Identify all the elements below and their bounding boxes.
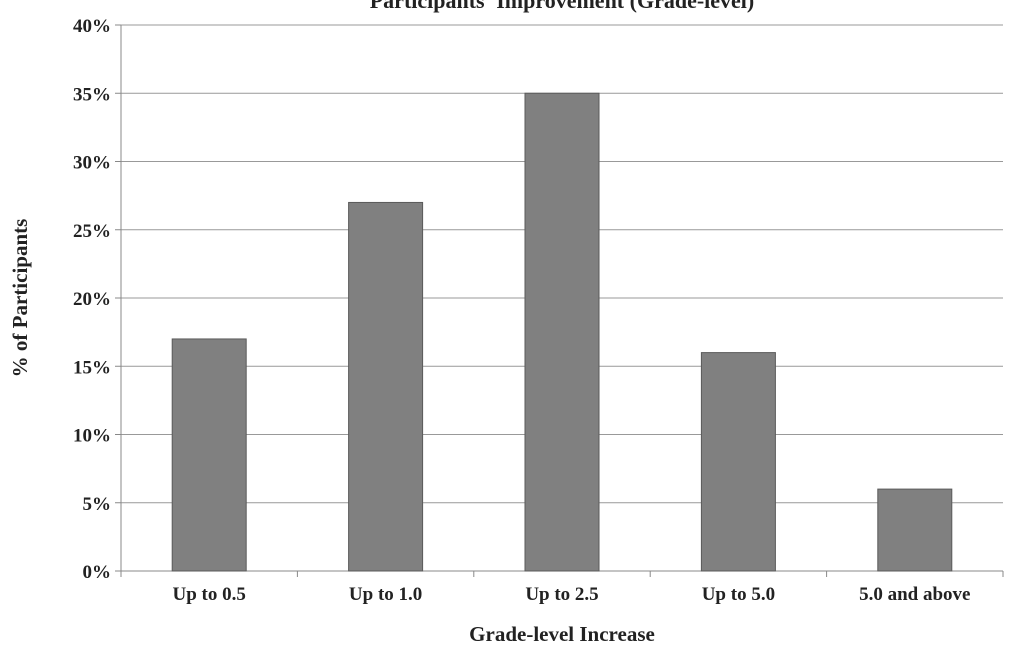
x-ticks <box>120 571 1004 577</box>
y-tick-label: 35% <box>73 84 111 105</box>
bar <box>348 201 424 572</box>
y-tick-label: 20% <box>73 289 111 310</box>
bar <box>700 352 776 572</box>
y-tick-label: 0% <box>83 562 112 583</box>
y-tick-label: 10% <box>73 426 111 447</box>
y-tick-label: 25% <box>73 221 111 242</box>
x-tick-label: 5.0 and above <box>859 584 970 605</box>
bar <box>524 92 600 572</box>
bar <box>171 338 247 572</box>
bars <box>171 92 953 572</box>
y-tick-label: 15% <box>73 357 111 378</box>
chart-title: Participants' Improvement (Grade-level) <box>370 0 755 13</box>
x-tick-label: Up to 0.5 <box>173 584 246 605</box>
x-tick-label: Up to 2.5 <box>525 584 598 605</box>
y-tick-label: 40% <box>73 16 111 37</box>
y-axis-label: % of Participants <box>8 219 32 378</box>
category-labels: Up to 0.5 Up to 1.0 Up to 2.5 Up to 5.0 5.0 … <box>173 584 971 605</box>
x-axis-label: Grade-level Increase <box>469 622 655 646</box>
x-tick-label: Up to 1.0 <box>349 584 422 605</box>
y-tick-label: 30% <box>73 153 111 174</box>
y-ticks: 0% 5% 10% 15% 20% 25% 30% 35% 40% <box>73 16 121 583</box>
x-tick-label: Up to 5.0 <box>702 584 775 605</box>
y-tick-label: 5% <box>83 494 112 515</box>
bar <box>877 488 953 572</box>
